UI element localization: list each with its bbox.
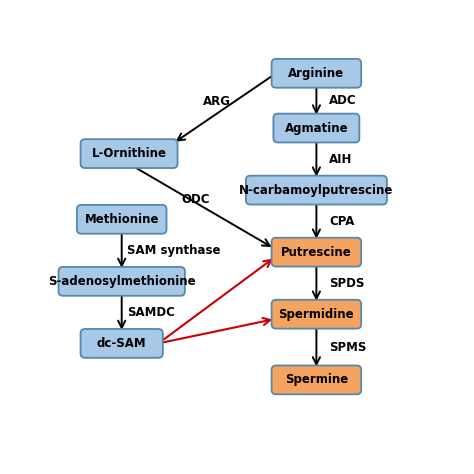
FancyBboxPatch shape xyxy=(273,114,359,143)
Text: SAMDC: SAMDC xyxy=(127,306,175,319)
Text: ODC: ODC xyxy=(181,193,210,207)
Text: S-adenosylmethionine: S-adenosylmethionine xyxy=(48,275,195,288)
Text: SPDS: SPDS xyxy=(329,277,365,290)
Text: Spermine: Spermine xyxy=(285,374,348,386)
Text: ADC: ADC xyxy=(329,94,357,107)
Text: ARG: ARG xyxy=(203,95,231,108)
FancyBboxPatch shape xyxy=(272,300,361,328)
Text: SPMS: SPMS xyxy=(329,340,366,354)
Text: Agmatine: Agmatine xyxy=(284,121,348,135)
Text: Methionine: Methionine xyxy=(84,213,159,226)
FancyBboxPatch shape xyxy=(81,139,178,168)
Text: Putrescine: Putrescine xyxy=(281,246,352,259)
FancyBboxPatch shape xyxy=(77,205,166,234)
FancyBboxPatch shape xyxy=(272,365,361,394)
Text: CPA: CPA xyxy=(329,215,355,228)
Text: L-Ornithine: L-Ornithine xyxy=(91,147,166,160)
Text: dc-SAM: dc-SAM xyxy=(97,337,146,350)
Text: N-carbamoylputrescine: N-carbamoylputrescine xyxy=(239,183,393,197)
FancyBboxPatch shape xyxy=(272,59,361,88)
FancyBboxPatch shape xyxy=(272,238,361,266)
Text: Spermidine: Spermidine xyxy=(279,308,354,321)
Text: SAM synthase: SAM synthase xyxy=(127,244,221,257)
Text: Arginine: Arginine xyxy=(288,67,345,80)
FancyBboxPatch shape xyxy=(58,267,185,296)
Text: AIH: AIH xyxy=(329,153,353,165)
FancyBboxPatch shape xyxy=(246,176,387,204)
FancyBboxPatch shape xyxy=(81,329,163,358)
